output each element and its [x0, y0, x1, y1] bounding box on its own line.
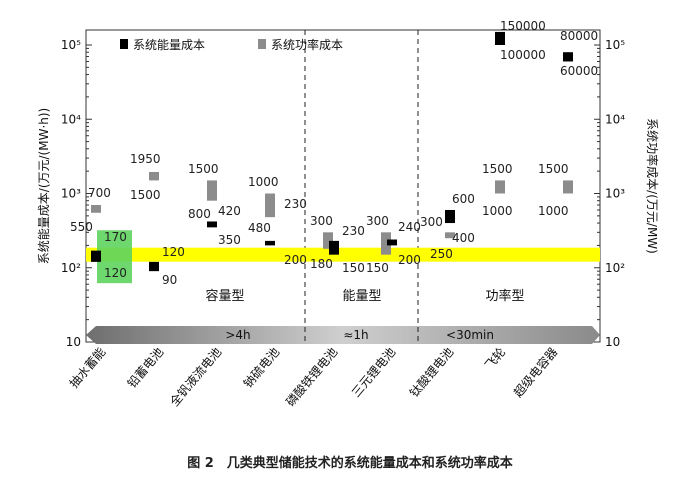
duration-label: >4h	[225, 328, 250, 342]
value-label: 150	[366, 261, 389, 275]
value-label: 1000	[248, 175, 279, 189]
value-label: 300	[366, 214, 389, 228]
energy-cost-bar	[207, 221, 217, 228]
legend-marker-power	[258, 39, 266, 49]
energy-cost-bar	[329, 240, 339, 255]
energy-cost-bar	[495, 31, 505, 45]
power-cost-bar	[563, 180, 573, 194]
duration-label: <30min	[446, 328, 494, 342]
value-label: 100000	[500, 48, 546, 62]
y-tick-label-left: 10⁴	[61, 112, 81, 126]
value-label: 400	[452, 231, 475, 245]
power-cost-bar	[265, 193, 275, 218]
power-cost-bar	[149, 171, 159, 181]
value-label: 230	[284, 197, 307, 211]
y-tick-label-right: 10³	[605, 187, 625, 201]
value-label: 300	[310, 214, 333, 228]
y-tick-label-right: 10	[605, 335, 620, 349]
category-label: 三元锂电池	[348, 344, 398, 400]
value-label: 480	[248, 221, 271, 235]
legend-marker-energy	[120, 39, 128, 49]
legend-label-energy: 系统能量成本	[133, 38, 205, 52]
value-label: 80000	[560, 29, 598, 43]
highlight-box	[97, 230, 132, 284]
energy-cost-bar	[563, 52, 573, 62]
y-tick-label-left: 10⁵	[61, 38, 81, 52]
power-cost-bar	[495, 180, 505, 194]
value-label: 90	[162, 273, 177, 287]
category-label: 抽水蓄能	[67, 345, 109, 391]
value-label: 1500	[538, 162, 569, 176]
y-tick-label-left: 10	[66, 335, 81, 349]
value-label: 150	[342, 261, 365, 275]
category-label: 飞轮	[482, 345, 508, 372]
value-label: 240	[398, 220, 421, 234]
energy-cost-bar	[91, 250, 101, 262]
category-label: 钠硫电池	[240, 344, 282, 390]
group-label: 能量型	[342, 289, 381, 304]
energy-cost-bar	[445, 209, 455, 224]
group-label: 容量型	[205, 288, 244, 304]
value-label: 420	[218, 204, 241, 218]
category-label: 全钒液流电池	[167, 344, 225, 409]
duration-label: ≈1h	[343, 328, 368, 342]
value-label: 170	[104, 230, 127, 244]
y-tick-label-right: 10⁴	[605, 112, 625, 126]
y-tick-label-left: 10³	[61, 187, 81, 201]
power-cost-bar	[445, 232, 455, 239]
value-label: 1500	[188, 162, 219, 176]
group-label: 功率型	[485, 288, 524, 304]
value-label: 200	[284, 253, 307, 267]
value-label: 250	[430, 247, 453, 261]
y-tick-label-left: 10²	[61, 261, 81, 275]
figure-caption: 图 2 几类典型储能技术的系统能量成本和系统功率成本	[187, 456, 513, 471]
value-label: 1500	[482, 162, 513, 176]
value-label: 800	[188, 207, 211, 221]
y-axis-title-right: 系统功率成本/(万元/MW)	[645, 118, 660, 254]
value-label: 120	[162, 245, 185, 259]
power-cost-bar	[91, 205, 101, 213]
value-label: 1000	[482, 204, 513, 218]
highlight-band	[86, 247, 600, 262]
value-label: 550	[70, 220, 93, 234]
value-label: 230	[342, 224, 365, 238]
value-label: 1950	[130, 152, 161, 166]
value-label: 150000	[500, 19, 546, 33]
y-tick-label-right: 10²	[605, 261, 625, 275]
energy-cost-bar	[265, 240, 275, 246]
value-label: 200	[398, 253, 421, 267]
power-cost-bar	[381, 232, 391, 255]
value-label: 350	[218, 233, 241, 247]
y-tick-label-right: 10⁵	[605, 38, 625, 52]
energy-cost-bar	[149, 261, 159, 272]
value-label: 120	[104, 266, 127, 280]
duration-arrow	[86, 326, 600, 344]
value-label: 180	[310, 257, 333, 271]
category-label: 超级电容器	[510, 344, 560, 400]
value-label: 700	[88, 186, 111, 200]
category-label: 铅蓄电池	[125, 345, 167, 391]
y-axis-title-left: 系统能量成本/(万元/(MW·h))	[37, 108, 51, 264]
value-label: 600	[452, 192, 475, 206]
power-cost-bar	[323, 232, 333, 249]
value-label: 1500	[130, 188, 161, 202]
value-label: 60000	[560, 64, 598, 78]
category-label: 钛酸锂电池	[406, 344, 456, 400]
value-label: 1000	[538, 204, 569, 218]
energy-cost-bar	[387, 239, 397, 246]
legend-label-power: 系统功率成本	[271, 37, 343, 52]
power-cost-bar	[207, 180, 217, 201]
category-label: 磷酸铁锂电池	[283, 344, 341, 409]
value-label: 300	[420, 215, 443, 229]
